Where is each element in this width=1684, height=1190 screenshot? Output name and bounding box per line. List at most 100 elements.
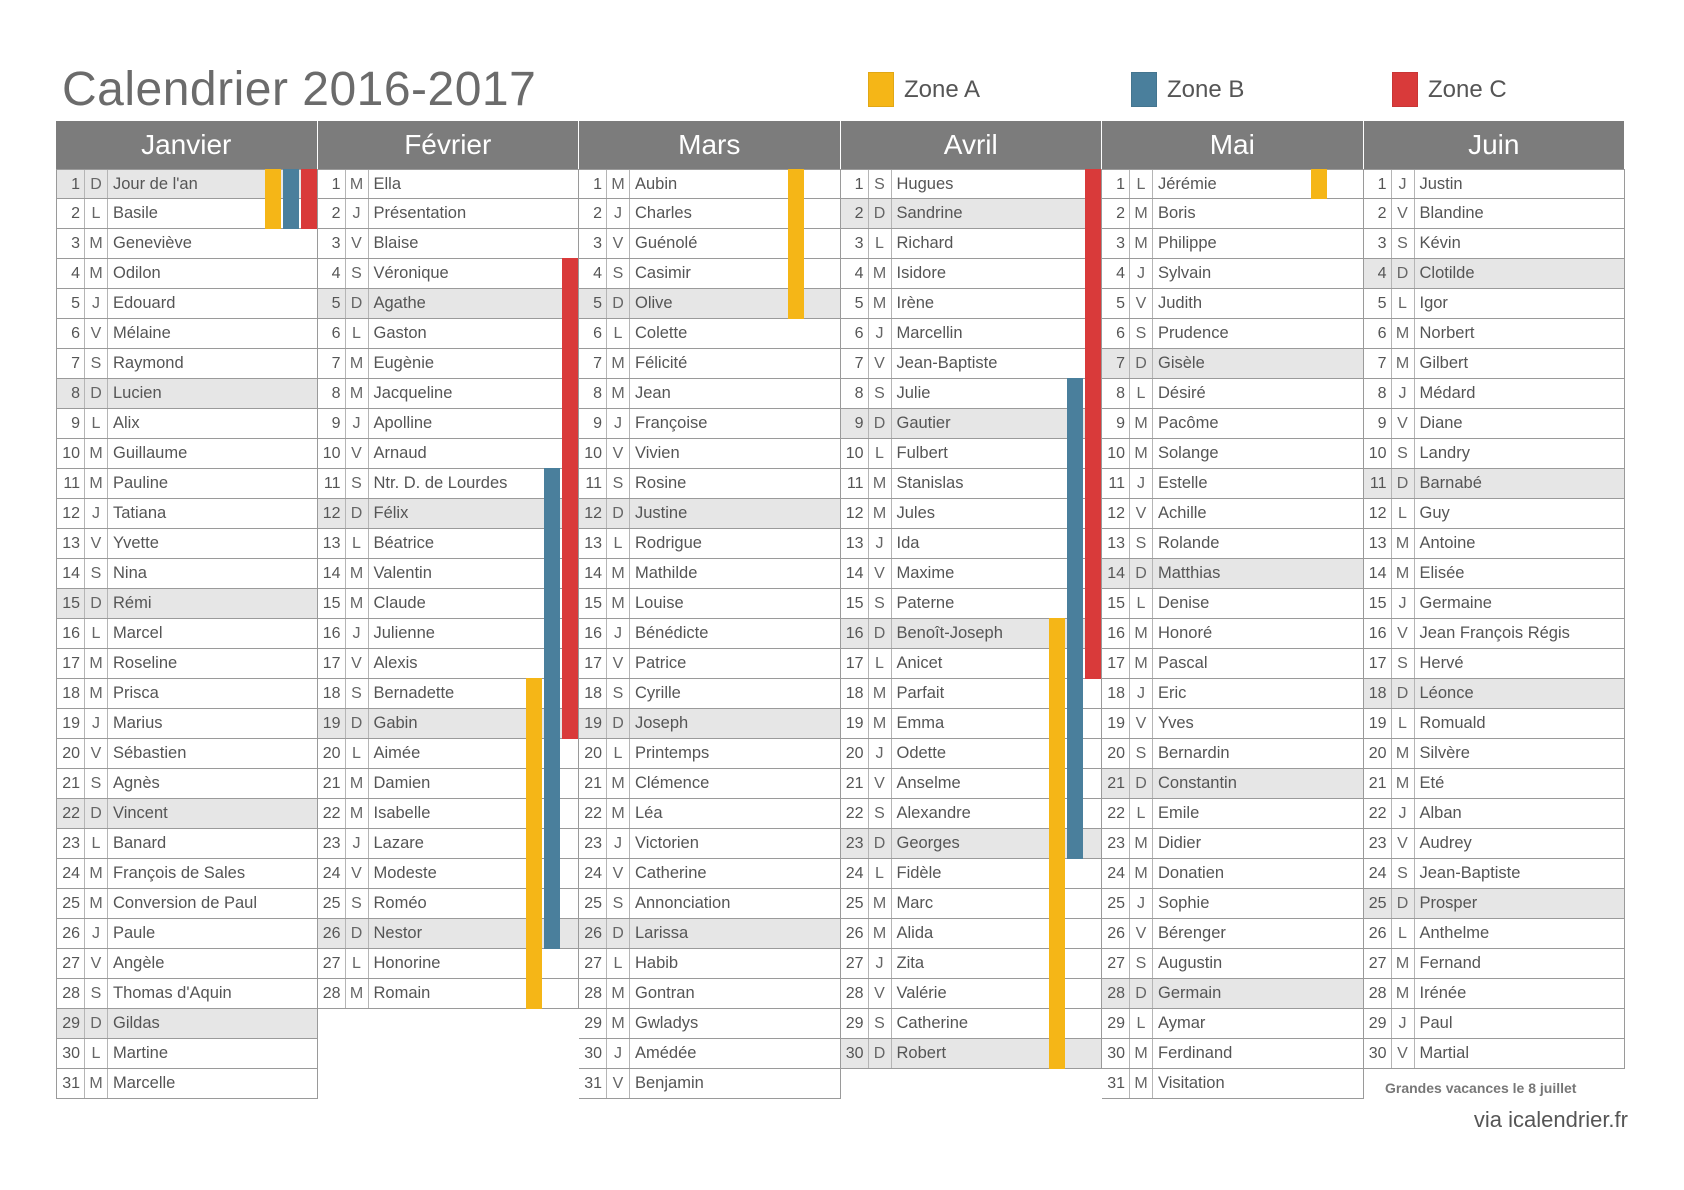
day-number: 25 xyxy=(1364,889,1392,918)
holiday-bars xyxy=(1309,169,1363,199)
day-row: 18 D Léonce xyxy=(1363,679,1624,709)
day-number: 15 xyxy=(1364,589,1392,618)
weekday-letter: J xyxy=(85,919,108,948)
saint-name: Modeste xyxy=(373,864,437,882)
saint-name: Damien xyxy=(373,774,431,792)
saint-name: Kévin xyxy=(1419,234,1461,252)
holiday-bars xyxy=(1047,1008,1101,1039)
credit-link[interactable]: via icalendrier.fr xyxy=(1473,1107,1628,1132)
weekday-letter: J xyxy=(607,1039,630,1068)
day-row: 29 J Paul xyxy=(1363,1009,1624,1039)
saint-name: Ferdinand xyxy=(1158,1044,1233,1062)
saint-name: Colette xyxy=(635,324,688,342)
holiday-bar-zone-b xyxy=(1067,618,1083,649)
saint-name: Béatrice xyxy=(373,534,435,552)
weekday-letter: J xyxy=(869,949,892,978)
weekday-letter: S xyxy=(85,559,108,588)
day-row: 10 V Arnaud xyxy=(317,438,578,469)
saint-name: Gaston xyxy=(373,324,427,342)
saint-name: Marius xyxy=(113,714,163,732)
day-number: 5 xyxy=(318,289,346,318)
saint-name: Raymond xyxy=(113,354,184,372)
saint-name: Paule xyxy=(113,924,156,942)
day-number: 16 xyxy=(57,619,85,648)
saint-name: Félix xyxy=(373,504,409,522)
holiday-bar-zone-b xyxy=(544,918,560,949)
day-number: 8 xyxy=(1364,379,1392,408)
day-number: 17 xyxy=(318,649,346,678)
day-row: 1 J Justin xyxy=(1363,169,1624,199)
day-row: 5 M Irène xyxy=(840,288,1101,319)
saint-name: Lazare xyxy=(373,834,424,852)
weekday-letter: M xyxy=(346,769,369,798)
legend-swatch-zone-a xyxy=(868,72,894,107)
holiday-bars xyxy=(524,708,578,739)
day-number: 8 xyxy=(579,379,607,408)
saint-name: Geneviève xyxy=(113,234,192,252)
saint-name: Yvette xyxy=(113,534,159,552)
day-number: 20 xyxy=(318,739,346,768)
saint-name: Blaise xyxy=(373,234,419,252)
holiday-bar-zone-a xyxy=(1049,738,1065,769)
day-number: 4 xyxy=(1364,259,1392,288)
saint-name: Roseline xyxy=(113,654,178,672)
saint-name: Pauline xyxy=(113,474,169,492)
day-row: 7 S Raymond xyxy=(57,349,317,379)
day-number: 4 xyxy=(318,259,346,288)
saint-name: Charles xyxy=(635,204,692,222)
day-row: 27 L Habib xyxy=(579,949,840,979)
holiday-bars xyxy=(1047,1038,1101,1069)
holiday-bar-zone-a xyxy=(526,858,542,889)
saint-name: Roméo xyxy=(373,894,427,912)
day-row: 30 J Amédée xyxy=(579,1039,840,1069)
legend-label-zone-c: Zone C xyxy=(1428,75,1507,103)
weekday-letter: D xyxy=(346,709,369,738)
day-row: 31 M Visitation xyxy=(1102,1069,1363,1099)
holiday-bar-zone-b xyxy=(544,768,560,799)
day-row: 6 L Colette xyxy=(579,319,840,349)
holiday-bar-zone-a xyxy=(264,198,281,229)
day-number: 13 xyxy=(841,529,869,558)
weekday-letter: V xyxy=(607,439,630,468)
holiday-bars xyxy=(1047,468,1101,499)
saint-name: Thomas d'Aquin xyxy=(113,984,232,1002)
weekday-letter: V xyxy=(346,229,369,258)
day-row: 7 V Jean-Baptiste xyxy=(840,348,1101,379)
holiday-bar-zone-a xyxy=(526,918,542,949)
saint-name: Germaine xyxy=(1419,594,1492,612)
holiday-bar-zone-c xyxy=(562,348,578,379)
weekday-letter: D xyxy=(869,1039,892,1068)
holiday-bar-zone-b xyxy=(1067,738,1083,769)
weekday-letter: L xyxy=(1130,589,1153,618)
holiday-bar-zone-c xyxy=(1085,258,1101,289)
saint-name: Alban xyxy=(1419,804,1462,822)
saint-name: Agnès xyxy=(113,774,160,792)
holiday-bar-zone-b xyxy=(1067,678,1083,709)
weekday-letter: M xyxy=(85,649,108,678)
day-row: 17 S Hervé xyxy=(1363,649,1624,679)
day-row: 14 D Matthias xyxy=(1102,559,1363,589)
saint-name: Habib xyxy=(635,954,679,972)
day-row: 21 M Eté xyxy=(1363,769,1624,799)
weekday-letter: V xyxy=(1130,919,1153,948)
holiday-bar-zone-a xyxy=(1049,798,1065,829)
day-row: 19 M Emma xyxy=(840,708,1101,739)
day-number: 25 xyxy=(579,889,607,918)
holiday-bar-zone-c xyxy=(300,198,317,229)
day-row: 17 V Patrice xyxy=(579,649,840,679)
day-row: 27 M Fernand xyxy=(1363,949,1624,979)
day-row: 22 D Vincent xyxy=(57,799,317,829)
weekday-letter: M xyxy=(869,889,892,918)
holiday-bars xyxy=(1047,678,1101,709)
weekday-letter: D xyxy=(1130,769,1153,798)
saint-name: Martine xyxy=(113,1044,169,1062)
weekday-letter: L xyxy=(1392,709,1415,738)
saint-name: Jean xyxy=(635,384,671,402)
weekday-letter: V xyxy=(346,649,369,678)
holiday-bar-zone-a xyxy=(787,288,804,319)
saint-name: Fulbert xyxy=(896,444,948,462)
weekday-letter: J xyxy=(607,409,630,438)
saint-name: Constantin xyxy=(1158,774,1237,792)
day-row: 18 J Eric xyxy=(1102,679,1363,709)
saint-name: Julie xyxy=(896,384,931,402)
